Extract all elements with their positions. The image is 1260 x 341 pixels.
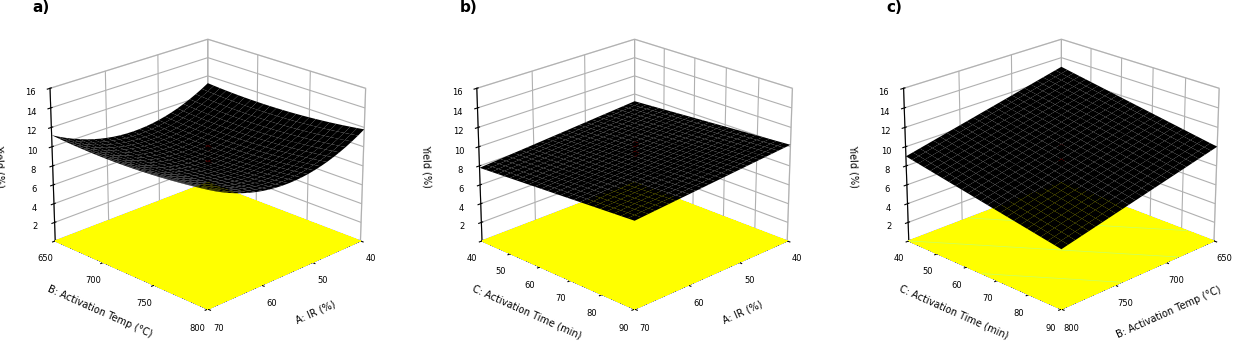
Y-axis label: C: Activation Time (min): C: Activation Time (min) xyxy=(471,283,583,341)
Y-axis label: C: Activation Time (min): C: Activation Time (min) xyxy=(898,283,1011,341)
X-axis label: A: IR (%): A: IR (%) xyxy=(721,299,764,325)
Text: c): c) xyxy=(886,0,902,15)
Text: a): a) xyxy=(33,0,50,15)
X-axis label: B: Activation Temp (°C): B: Activation Temp (°C) xyxy=(1115,284,1222,340)
X-axis label: A: IR (%): A: IR (%) xyxy=(294,299,336,325)
Text: b): b) xyxy=(460,0,478,15)
Y-axis label: B: Activation Temp (°C): B: Activation Temp (°C) xyxy=(47,284,154,340)
